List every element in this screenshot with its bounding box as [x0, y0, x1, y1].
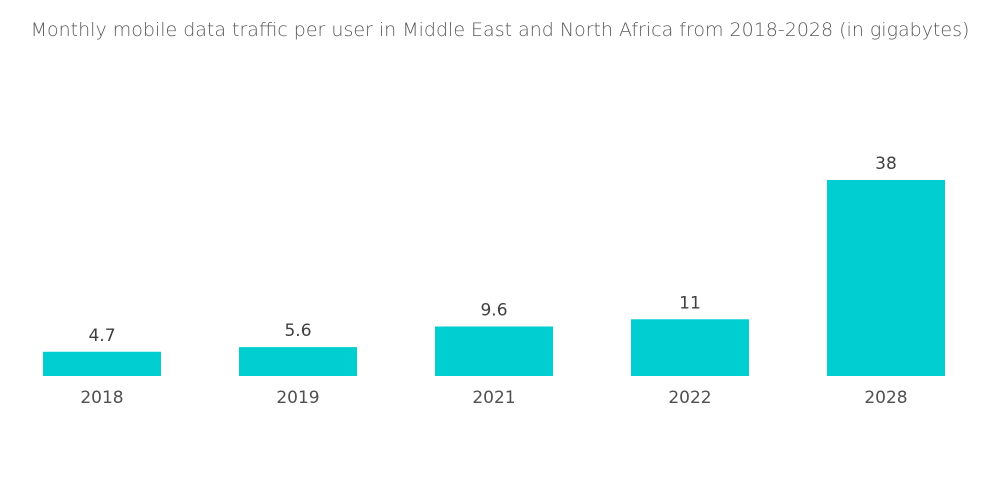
chart-title: Monthly mobile data traffic per user in … [30, 19, 970, 41]
data-label-2019: 5.6 [284, 321, 311, 341]
bar-2018 [43, 351, 161, 376]
data-labels-group: 4.7 5.6 9.6 11 38 [88, 154, 896, 346]
category-label-2018: 2018 [80, 388, 123, 408]
bar-2028 [827, 180, 945, 376]
bar-2019 [239, 347, 357, 376]
category-label-2019: 2019 [276, 388, 319, 408]
bars-group [43, 180, 945, 376]
data-label-2028: 38 [875, 154, 897, 174]
bar-2022 [631, 319, 749, 376]
category-label-2022: 2022 [668, 388, 711, 408]
data-label-2021: 9.6 [480, 300, 507, 320]
data-label-2022: 11 [679, 293, 701, 313]
bar-2021 [435, 326, 553, 376]
category-label-2021: 2021 [472, 388, 515, 408]
category-labels-group: 2018 2019 2021 2022 2028 [80, 388, 907, 408]
data-label-2018: 4.7 [88, 326, 115, 346]
category-label-2028: 2028 [864, 388, 907, 408]
